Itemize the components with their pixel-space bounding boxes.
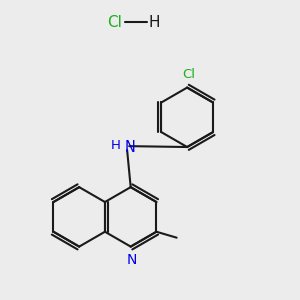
- Text: Cl: Cl: [107, 15, 122, 30]
- Text: Cl: Cl: [182, 68, 195, 81]
- Text: H: H: [148, 15, 160, 30]
- Text: N: N: [126, 253, 137, 266]
- Text: N: N: [125, 140, 136, 155]
- Text: H: H: [110, 139, 120, 152]
